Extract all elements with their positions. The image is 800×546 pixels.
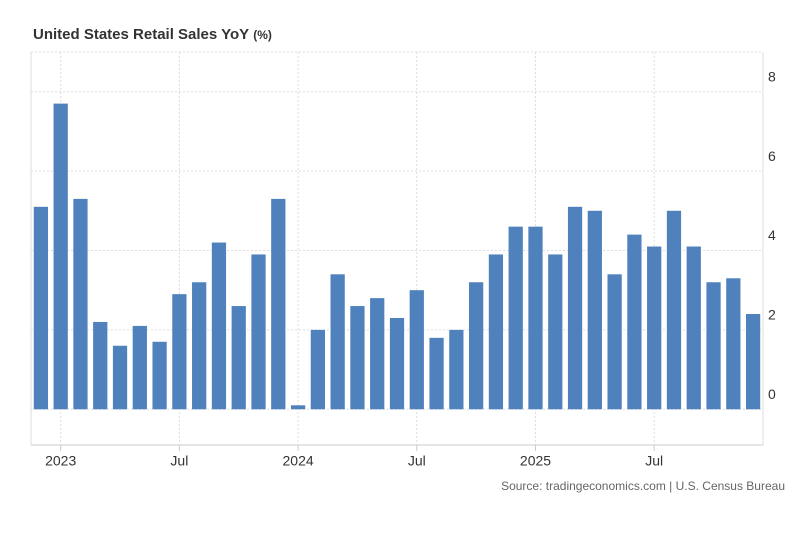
bar: [112, 345, 128, 410]
y-tick-label: 2: [768, 307, 776, 323]
x-tick-label: 2024: [283, 453, 314, 469]
x-tick-label: Jul: [645, 453, 663, 469]
bar: [567, 206, 583, 410]
bar: [745, 314, 761, 410]
bar: [290, 405, 306, 410]
x-tick-label: 2023: [45, 453, 76, 469]
bar: [666, 210, 682, 410]
bar: [172, 294, 187, 410]
bar: [152, 341, 167, 410]
y-tick-label: 4: [768, 227, 776, 243]
bar: [409, 290, 424, 410]
bar: [726, 278, 741, 410]
bar: [627, 234, 642, 410]
bar: [607, 274, 622, 410]
y-tick-label: 0: [768, 386, 776, 402]
bar: [211, 242, 227, 410]
bar: [508, 226, 523, 410]
bar: [310, 329, 325, 410]
bar: [350, 306, 365, 410]
bar: [93, 321, 108, 410]
x-tick-label: Jul: [408, 453, 426, 469]
chart-title: United States Retail Sales YoY: [33, 26, 249, 43]
bar: [251, 254, 266, 410]
y-tick-label: 6: [768, 148, 776, 164]
bar: [231, 306, 246, 410]
bar: [132, 325, 147, 410]
bar: [528, 226, 543, 410]
bar: [686, 246, 701, 410]
bar: [33, 206, 49, 410]
bar: [469, 282, 484, 410]
x-tick-label: Jul: [170, 453, 188, 469]
bar: [548, 254, 563, 410]
bar: [53, 103, 68, 410]
bar: [73, 198, 88, 410]
bar: [647, 246, 662, 410]
source-note: Source: tradingeconomics.com | U.S. Cens…: [501, 479, 785, 493]
bar: [449, 329, 464, 410]
x-tick-label: 2025: [520, 453, 551, 469]
bar: [370, 298, 385, 410]
bar: [389, 317, 405, 410]
bar: [192, 282, 207, 410]
bar: [330, 274, 345, 410]
chart-unit: (%): [253, 28, 272, 42]
y-tick-label: 8: [768, 68, 776, 84]
bar: [429, 337, 444, 410]
bar: [587, 210, 602, 410]
bar: [706, 282, 721, 410]
bar: [488, 254, 504, 410]
bar: [271, 198, 286, 410]
